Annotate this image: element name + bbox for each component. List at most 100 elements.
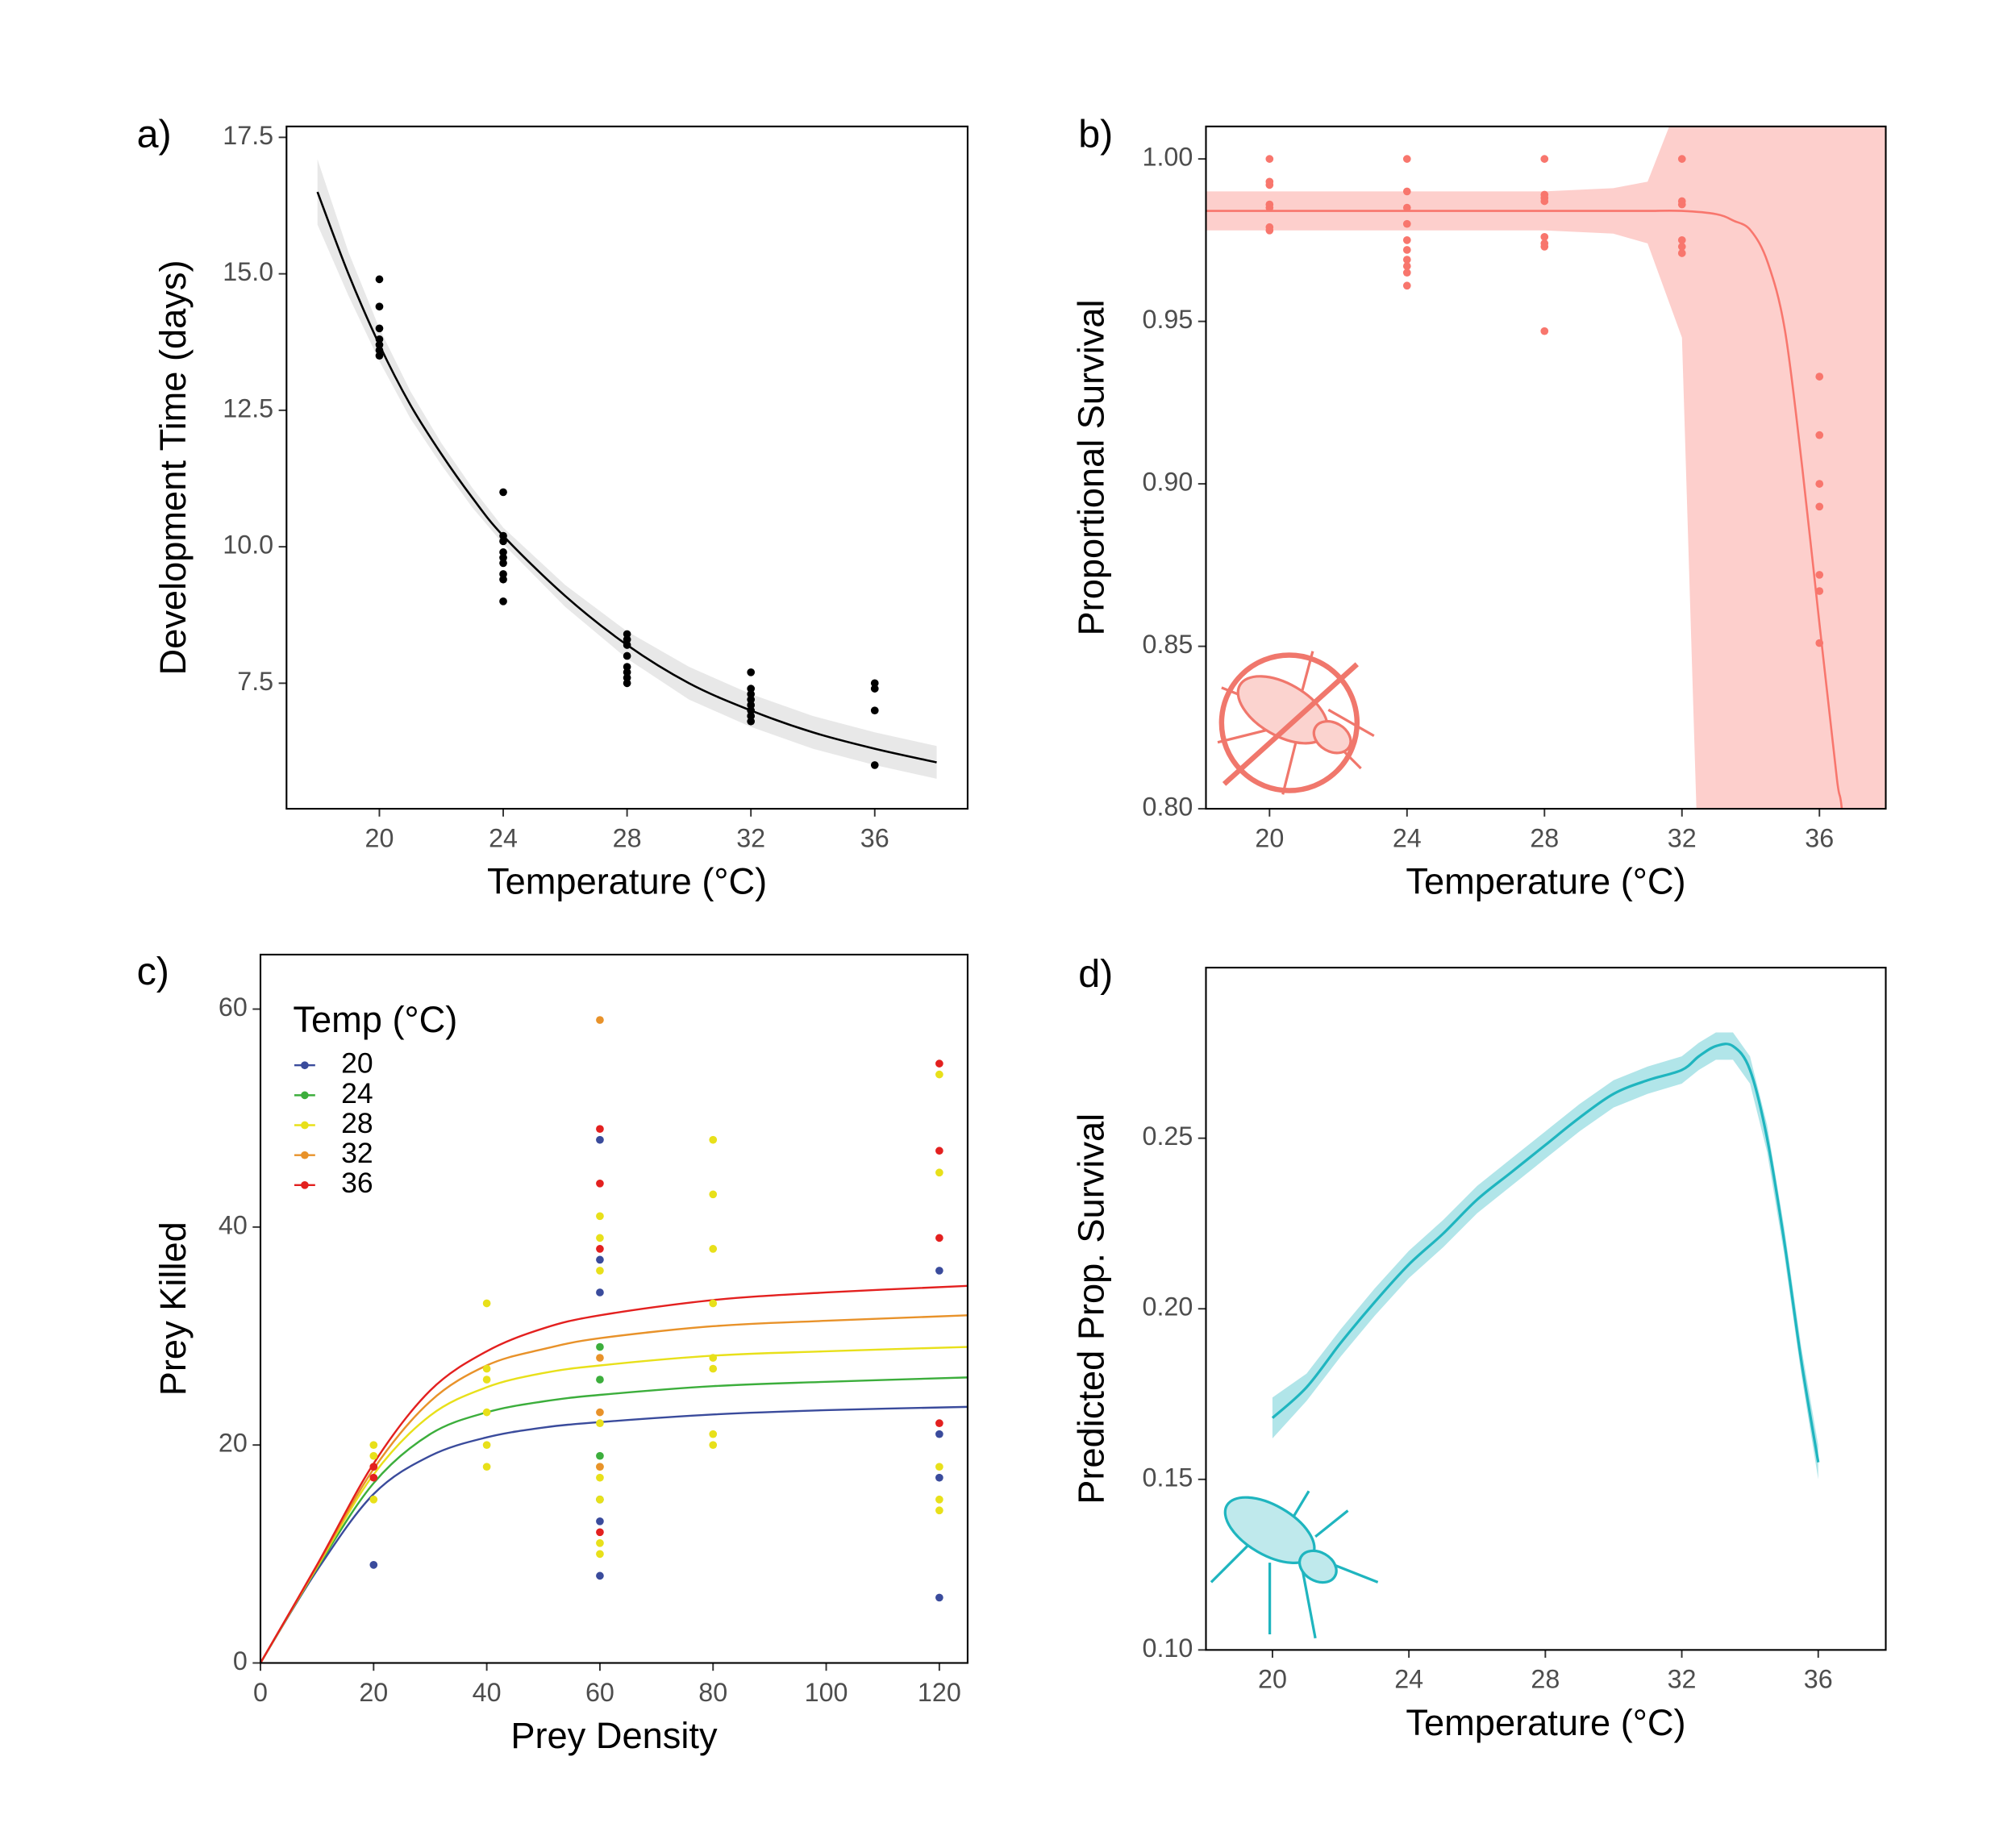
fit-line [1206, 210, 1843, 810]
data-point [870, 679, 879, 688]
data-point [499, 553, 507, 562]
legend-title: Temp (°C) [293, 999, 457, 1040]
data-point [709, 1245, 718, 1253]
data-point [935, 1070, 943, 1079]
data-point [596, 1538, 604, 1547]
data-point [369, 1495, 378, 1504]
data-point [1265, 181, 1274, 189]
data-point [747, 685, 756, 693]
data-point [596, 1016, 604, 1024]
data-point [935, 1506, 943, 1515]
data-point [482, 1376, 491, 1384]
data-point [747, 668, 756, 676]
x-tick-label: 100 [805, 1678, 848, 1707]
x-axis-title: Prey Density [510, 1715, 718, 1756]
data-point [1677, 155, 1686, 163]
data-point [623, 679, 631, 688]
data-point [1677, 236, 1686, 244]
x-tick-label: 28 [1530, 823, 1559, 852]
data-point [747, 701, 756, 710]
y-tick-label: 0.80 [1142, 793, 1193, 822]
fit-line [260, 1314, 968, 1663]
panel-border [1205, 125, 1887, 810]
data-point [1815, 587, 1824, 595]
data-point [596, 1517, 604, 1525]
panel-label: b) [1078, 113, 1113, 156]
data-point [1677, 200, 1686, 209]
data-point [482, 1408, 491, 1417]
data-point [596, 1212, 604, 1221]
data-point [1815, 571, 1824, 579]
y-tick-label: 0.25 [1142, 1122, 1193, 1151]
data-point [1402, 262, 1411, 270]
plot-area [260, 1016, 968, 1663]
x-axis-title: Temperature (°C) [1406, 861, 1685, 902]
y-tick-label: 0.95 [1142, 305, 1193, 334]
x-tick-label: 36 [1805, 823, 1834, 852]
data-point [375, 335, 384, 343]
data-point [623, 673, 631, 682]
data-point [499, 537, 507, 546]
data-point [935, 1495, 943, 1504]
data-point [935, 1147, 943, 1155]
data-point [935, 1463, 943, 1471]
data-point [709, 1135, 718, 1144]
x-tick-label: 32 [1668, 1665, 1697, 1694]
data-point [499, 531, 507, 540]
x-tick-label: 0 [253, 1678, 268, 1707]
confidence-band [1272, 1032, 1818, 1480]
data-point [709, 1364, 718, 1373]
y-tick-label: 0.20 [1142, 1292, 1193, 1321]
x-tick-label: 28 [613, 823, 642, 852]
data-point [709, 1190, 718, 1199]
data-point [1265, 203, 1274, 212]
insect-icon [1210, 1490, 1379, 1639]
x-tick-label: 20 [359, 1678, 388, 1707]
data-point [375, 346, 384, 355]
data-point [870, 706, 879, 715]
data-point [596, 1267, 604, 1275]
data-point [499, 575, 507, 584]
y-tick-label: 40 [219, 1210, 248, 1239]
data-point [935, 1473, 943, 1482]
data-point [870, 761, 879, 769]
legend-label: 20 [341, 1047, 373, 1080]
data-point [369, 1561, 378, 1569]
data-point [596, 1376, 604, 1384]
data-point [596, 1408, 604, 1417]
data-point [596, 1288, 604, 1297]
data-point [596, 1354, 604, 1362]
data-point [623, 663, 631, 671]
y-axis-title: Predicted Prop. Survival [1071, 1113, 1112, 1505]
data-point [596, 1495, 604, 1504]
legend-swatch-dot [301, 1061, 309, 1070]
panel-label: d) [1078, 952, 1113, 996]
data-point [596, 1245, 604, 1253]
data-point [935, 1267, 943, 1275]
panel-border [1205, 967, 1887, 1651]
x-tick-label: 120 [918, 1678, 961, 1707]
data-point [596, 1179, 604, 1188]
legend-label: 24 [341, 1077, 373, 1109]
panel-label: c) [137, 950, 169, 993]
data-point [1815, 480, 1824, 488]
data-point [596, 1528, 604, 1537]
x-tick-label: 32 [1668, 823, 1697, 852]
data-point [499, 597, 507, 606]
data-point [1402, 281, 1411, 290]
data-point [623, 641, 631, 649]
data-point [747, 717, 756, 726]
data-point [375, 302, 384, 311]
y-axis-title: Proportional Survival [1071, 299, 1112, 635]
data-point [935, 1168, 943, 1177]
data-point [482, 1441, 491, 1450]
x-axis-title: Temperature (°C) [1406, 1702, 1685, 1743]
data-point [1265, 155, 1274, 163]
x-tick-label: 60 [585, 1678, 614, 1707]
trend-line [1271, 1043, 1820, 1463]
y-tick-label: 10.0 [223, 531, 273, 560]
data-point [709, 1354, 718, 1362]
fit-line [260, 1346, 968, 1663]
data-point [1402, 187, 1411, 196]
